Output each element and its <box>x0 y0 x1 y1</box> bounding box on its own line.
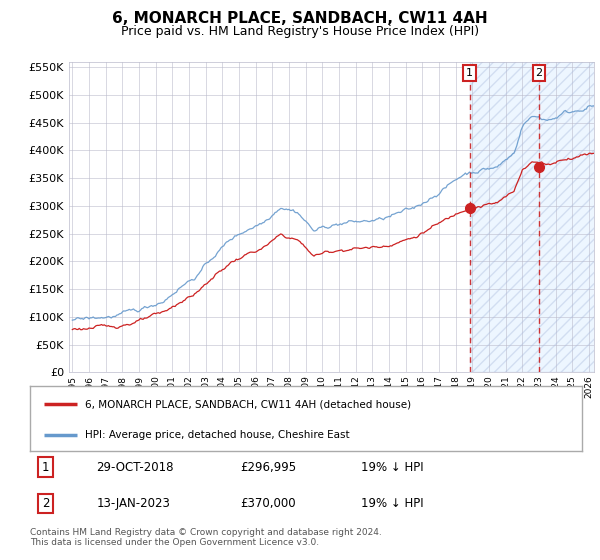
Text: 19% ↓ HPI: 19% ↓ HPI <box>361 460 424 474</box>
Text: Contains HM Land Registry data © Crown copyright and database right 2024.
This d: Contains HM Land Registry data © Crown c… <box>30 528 382 547</box>
Text: 6, MONARCH PLACE, SANDBACH, CW11 4AH: 6, MONARCH PLACE, SANDBACH, CW11 4AH <box>112 11 488 26</box>
Text: HPI: Average price, detached house, Cheshire East: HPI: Average price, detached house, Ches… <box>85 430 350 440</box>
Text: 29-OCT-2018: 29-OCT-2018 <box>96 460 174 474</box>
Text: 1: 1 <box>42 460 49 474</box>
Text: Price paid vs. HM Land Registry's House Price Index (HPI): Price paid vs. HM Land Registry's House … <box>121 25 479 38</box>
Bar <box>470 62 598 372</box>
Text: 2: 2 <box>42 497 49 510</box>
Bar <box>470 62 598 372</box>
Text: 1: 1 <box>466 68 473 78</box>
Text: 13-JAN-2023: 13-JAN-2023 <box>96 497 170 510</box>
Text: 6, MONARCH PLACE, SANDBACH, CW11 4AH (detached house): 6, MONARCH PLACE, SANDBACH, CW11 4AH (de… <box>85 399 412 409</box>
Text: 19% ↓ HPI: 19% ↓ HPI <box>361 497 424 510</box>
Text: £296,995: £296,995 <box>240 460 296 474</box>
Text: £370,000: £370,000 <box>240 497 295 510</box>
Text: 2: 2 <box>535 68 542 78</box>
